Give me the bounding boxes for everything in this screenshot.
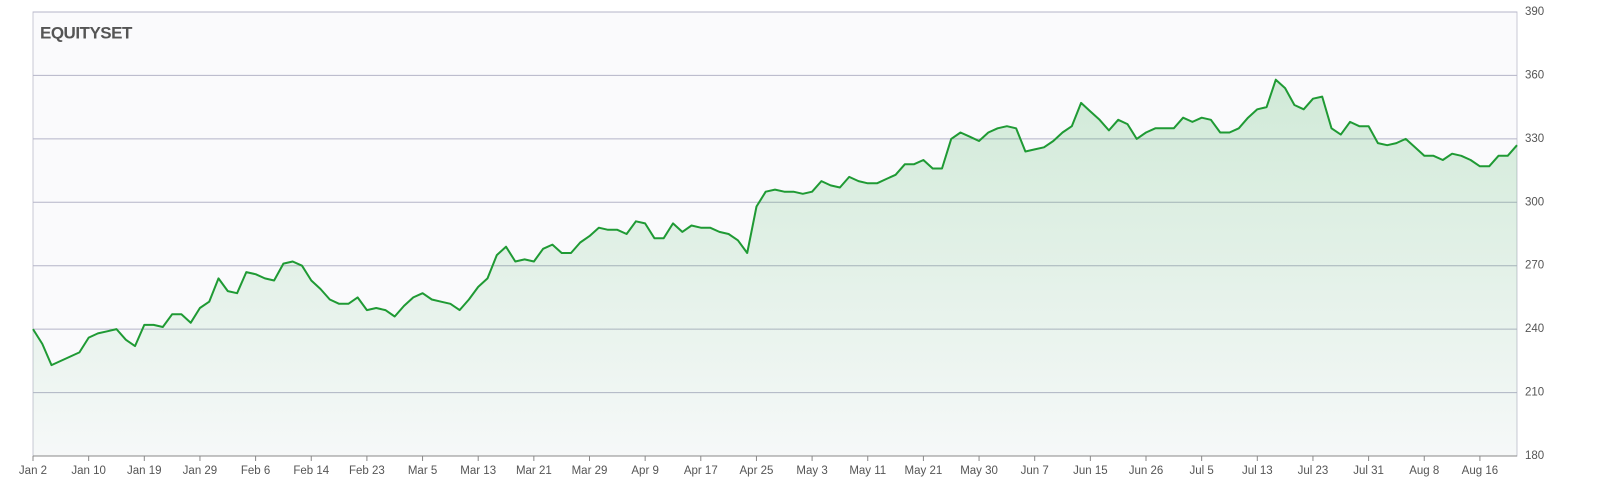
logo: EQUITYSET xyxy=(40,23,133,42)
x-tick-label: Jul 5 xyxy=(1190,465,1214,477)
x-tick-label: Jan 10 xyxy=(71,465,106,477)
x-tick-label: May 3 xyxy=(796,465,827,477)
area xyxy=(33,79,1517,456)
x-tick-label: Apr 25 xyxy=(740,465,774,477)
x-tick-label: Jun 26 xyxy=(1129,465,1164,477)
x-tick-label: Mar 13 xyxy=(460,465,496,477)
line xyxy=(32,78,1518,367)
x-tick-label: Apr 9 xyxy=(631,465,659,477)
x-tick-label: Feb 23 xyxy=(349,465,385,477)
x-tick-label: Jul 31 xyxy=(1353,465,1384,477)
x-tick-label: Jul 13 xyxy=(1242,465,1273,477)
x-tick-label: Jul 23 xyxy=(1298,465,1329,477)
x-tick-label: Mar 21 xyxy=(516,465,552,477)
y-tick-label: 180 xyxy=(1525,450,1544,462)
y-tick-label: 300 xyxy=(1525,196,1544,208)
x-tick-label: Jan 2 xyxy=(19,465,47,477)
x-tick-label: May 11 xyxy=(849,465,886,477)
x-tick-label: Feb 14 xyxy=(293,465,329,477)
x-tick-label: May 30 xyxy=(960,465,998,477)
x-tick-label: Jan 19 xyxy=(127,465,162,477)
y-tick-label: 240 xyxy=(1525,323,1544,335)
y-tick-label: 210 xyxy=(1525,387,1544,399)
x-tick-label: Jun 7 xyxy=(1021,465,1049,477)
x-tick-label: Aug 16 xyxy=(1462,465,1498,477)
x-tick-label: Jun 15 xyxy=(1073,465,1108,477)
x-tick-label: Mar 29 xyxy=(572,465,608,477)
x-tick-label: Jan 29 xyxy=(183,465,218,477)
x-tick-label: Mar 5 xyxy=(408,465,437,477)
x-tick-label: Aug 8 xyxy=(1409,465,1439,477)
x-tick-label: Feb 6 xyxy=(241,465,270,477)
x-tick-label: May 21 xyxy=(905,465,943,477)
y-tick-label: 330 xyxy=(1525,133,1544,145)
y-tick-label: 270 xyxy=(1525,260,1544,272)
y-tick-label: 360 xyxy=(1525,69,1544,81)
x-tick-label: Apr 17 xyxy=(684,465,718,477)
y-tick-label: 390 xyxy=(1525,6,1544,18)
